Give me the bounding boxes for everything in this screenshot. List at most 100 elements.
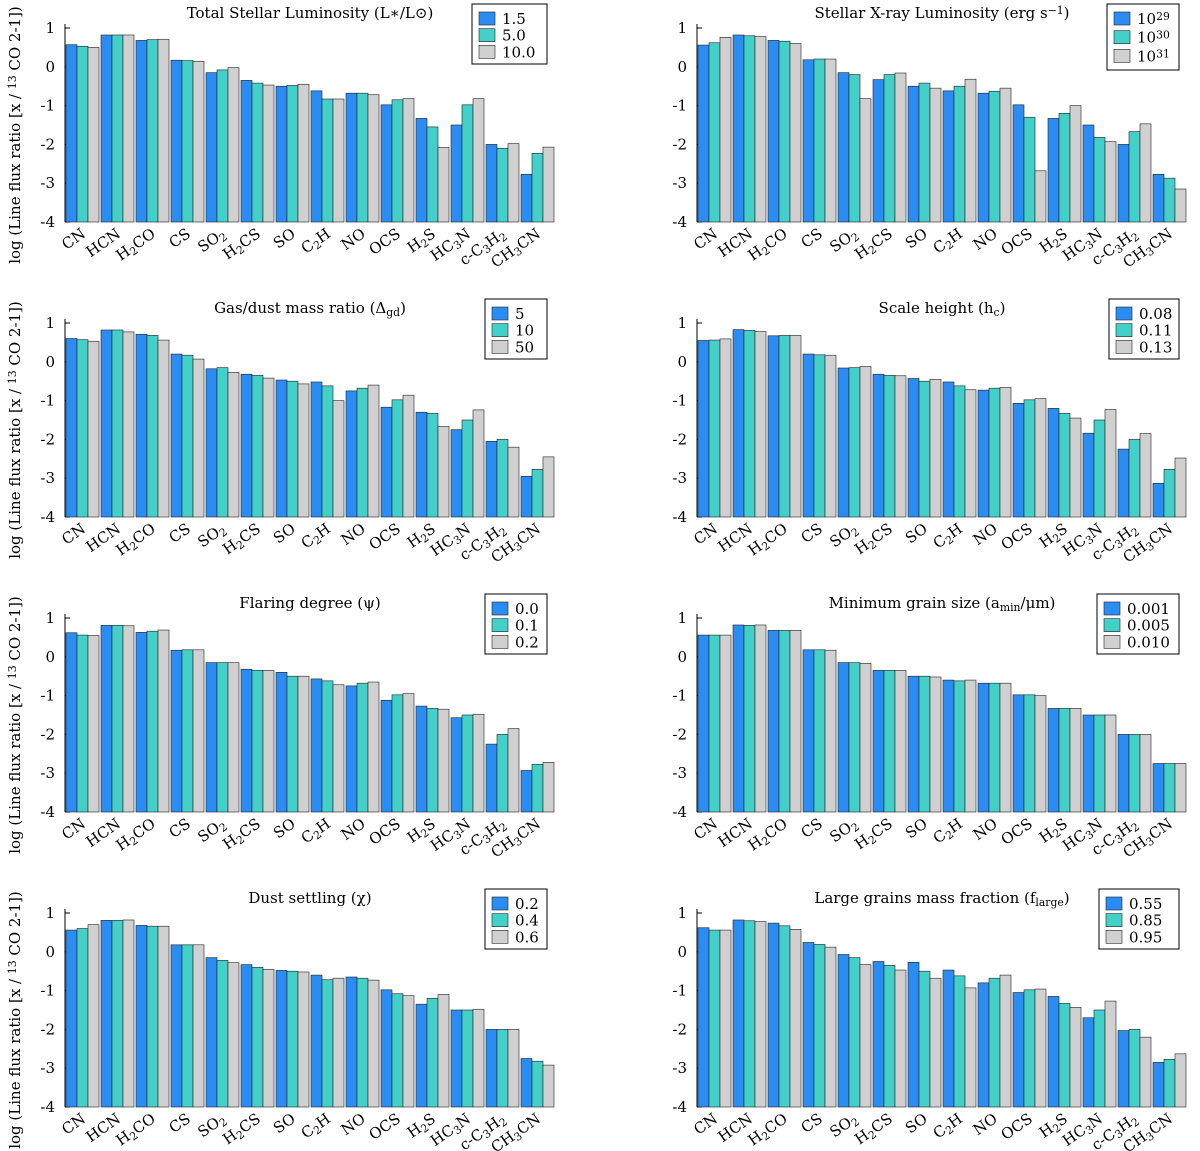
bar <box>977 682 990 813</box>
bar <box>918 970 931 1108</box>
bar <box>894 72 907 223</box>
bar <box>1012 403 1025 518</box>
bar <box>1082 714 1095 813</box>
x-category-label: H2CS <box>851 225 897 265</box>
bar <box>1152 482 1165 518</box>
x-category-label: H2CS <box>219 520 265 560</box>
bar <box>918 82 931 223</box>
bar <box>100 34 113 223</box>
bar <box>391 99 404 223</box>
bar <box>732 624 745 813</box>
bar <box>767 40 780 223</box>
legend-swatch <box>1115 306 1133 321</box>
bar <box>262 377 275 518</box>
bar <box>100 920 113 1108</box>
bar <box>872 373 885 518</box>
bar <box>1117 448 1130 518</box>
x-category-label: CH3CN <box>1120 520 1177 568</box>
bar <box>988 977 1001 1108</box>
bar <box>402 693 415 813</box>
bar <box>146 925 159 1108</box>
x-category-label: OCS <box>366 815 404 849</box>
x-category-label: SO <box>270 520 299 548</box>
legend: 0.550.850.95 <box>1098 888 1180 950</box>
bar <box>743 35 756 223</box>
legend: 0.20.40.6 <box>484 888 548 950</box>
y-tick-label: -1 <box>40 97 55 115</box>
y-axis-label: log (Line flux ratio [x / 13 CO 2-1]) <box>6 6 24 264</box>
bar <box>216 662 229 813</box>
bar <box>1104 409 1117 518</box>
y-tick-label: -1 <box>672 392 687 410</box>
bar <box>1058 708 1071 813</box>
bar <box>157 925 170 1108</box>
x-category-label: C2H <box>930 225 967 259</box>
y-tick-label: -2 <box>672 135 687 153</box>
bar <box>216 69 229 223</box>
bar <box>1047 708 1060 813</box>
bar <box>485 441 498 518</box>
chart-panel-2: Stellar X-ray Luminosity (erg s−1) 1 0 -1 -2… <box>672 3 1187 271</box>
y-tick-label: -3 <box>40 764 55 782</box>
bar <box>205 662 218 813</box>
bar <box>789 928 802 1108</box>
bar <box>964 987 977 1108</box>
bar <box>988 90 1001 223</box>
bar <box>824 354 837 518</box>
bar <box>802 649 815 813</box>
bar <box>1163 763 1176 813</box>
legend-label: 0.2 <box>515 633 539 651</box>
bar <box>367 384 380 518</box>
x-category-label: NO <box>970 520 1001 549</box>
bar <box>1174 763 1187 813</box>
legend-label: 0.2 <box>515 895 539 913</box>
bar <box>778 925 791 1108</box>
bar <box>321 98 334 223</box>
legend-swatch <box>478 28 496 42</box>
bar <box>170 649 183 813</box>
y-tick-label: -3 <box>672 469 687 487</box>
bar <box>907 675 920 813</box>
legend-swatch <box>491 340 509 354</box>
bar <box>251 82 264 223</box>
bar <box>929 378 942 518</box>
bar <box>1174 1053 1187 1108</box>
bar <box>802 59 815 223</box>
bar <box>732 34 745 223</box>
bar <box>964 389 977 518</box>
bar <box>450 124 463 223</box>
bar <box>754 331 767 518</box>
legend-swatch <box>491 635 509 649</box>
y-tick-label: -1 <box>40 687 55 705</box>
x-category-label: OCS <box>998 225 1036 259</box>
y-tick-label: 0 <box>677 648 687 666</box>
bar <box>332 684 345 813</box>
bar <box>977 92 990 223</box>
x-category-label: H2CO <box>745 520 792 561</box>
bar <box>1069 105 1082 223</box>
bar <box>65 632 78 813</box>
bar <box>697 340 710 518</box>
bar <box>122 625 135 813</box>
bar <box>192 649 205 813</box>
bar <box>1128 439 1141 518</box>
bar <box>520 770 533 813</box>
x-category-label: SO <box>270 1110 299 1138</box>
bar <box>883 74 896 223</box>
bar <box>380 104 393 223</box>
x-category-label: c-C3H2 <box>456 225 510 271</box>
bar <box>76 928 89 1108</box>
bar <box>310 381 323 518</box>
x-category-label: NO <box>970 225 1001 254</box>
bar <box>76 634 89 813</box>
bar <box>472 409 485 518</box>
bar <box>205 957 218 1108</box>
bar <box>286 970 299 1108</box>
legend-label: 0.010 <box>1127 633 1170 651</box>
legend-label: 0.001 <box>1127 600 1170 618</box>
bar <box>157 38 170 223</box>
legend-swatch <box>1105 930 1123 944</box>
bar <box>894 375 907 518</box>
bar <box>1023 989 1036 1108</box>
